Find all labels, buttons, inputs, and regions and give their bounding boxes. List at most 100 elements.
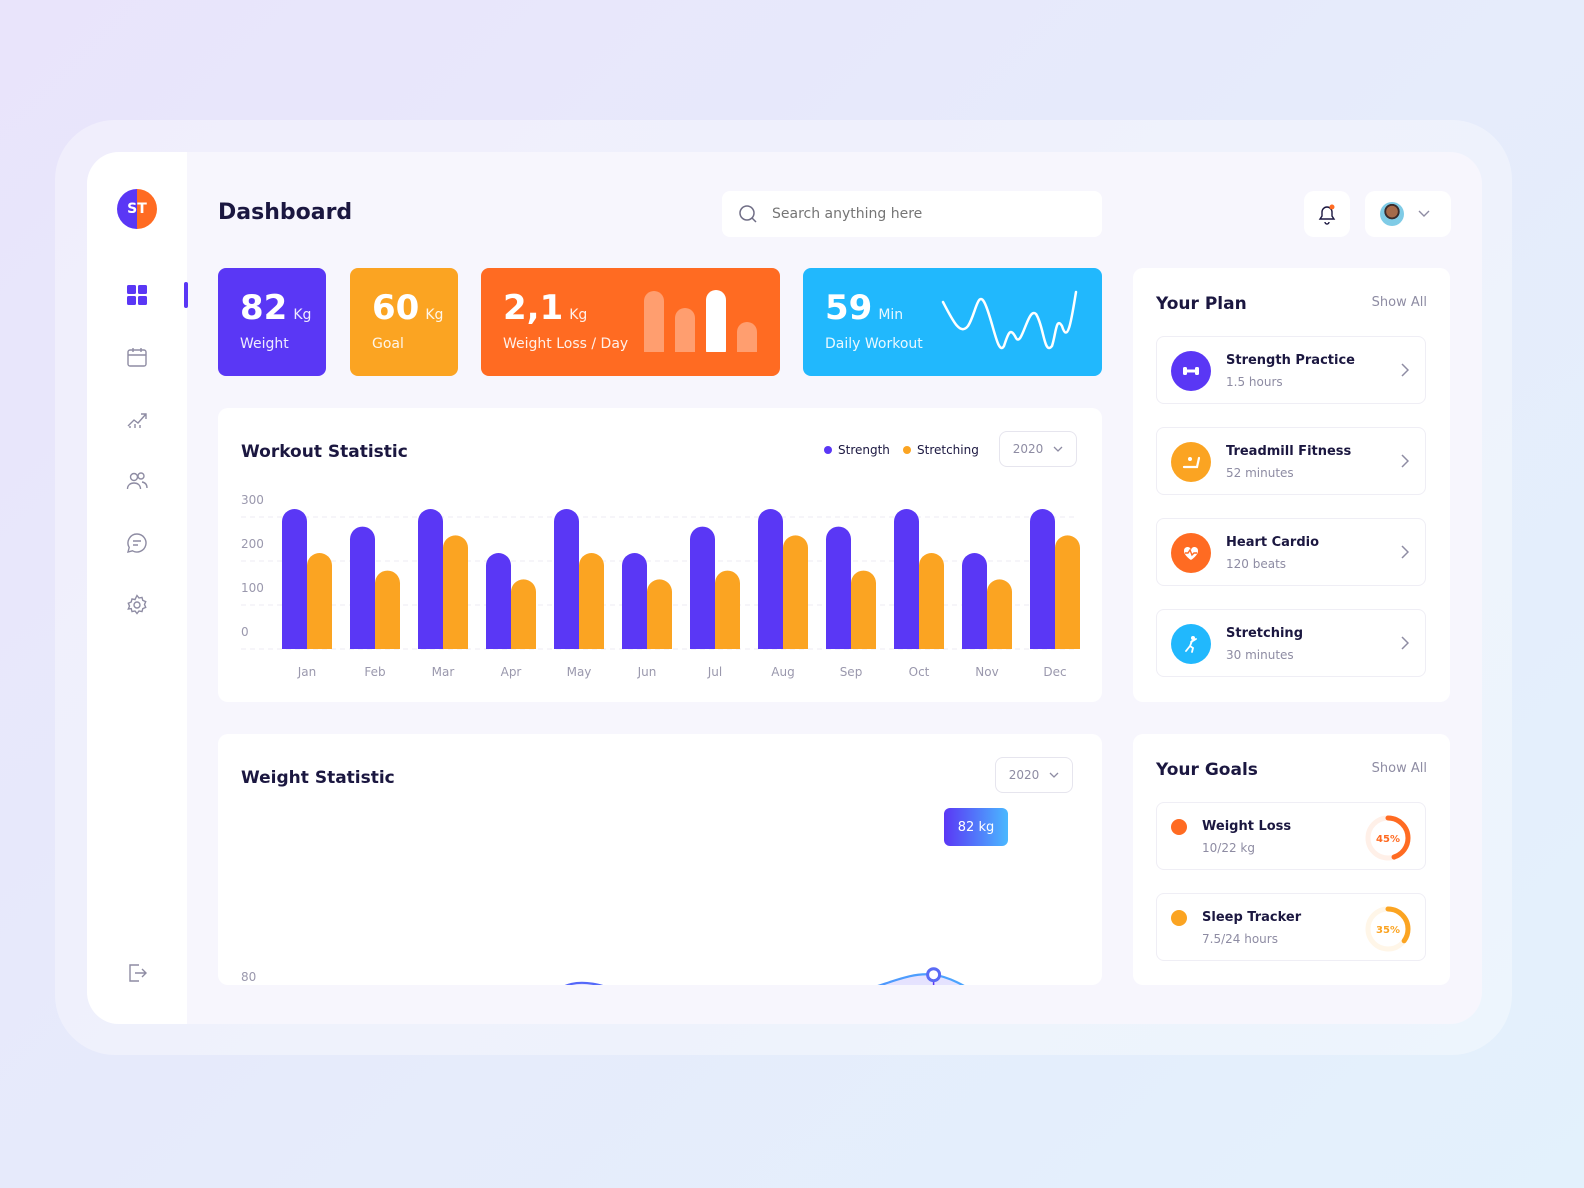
gear-icon — [127, 594, 147, 615]
plan-item-detail: 120 beats — [1226, 557, 1287, 571]
chevron-right-icon[interactable] — [1401, 454, 1409, 468]
x-tick-label: Dec — [1043, 665, 1066, 679]
mini-bar — [644, 291, 664, 354]
y-tick-label: 100 — [241, 581, 264, 595]
app-window: ST Dashboard 82K — [87, 152, 1482, 1024]
stat-label: Daily Workout — [825, 336, 923, 352]
chevron-right-icon[interactable] — [1401, 545, 1409, 559]
x-tick-label: Jun — [637, 665, 657, 679]
logo[interactable]: ST — [117, 189, 157, 229]
bar-stretching — [783, 535, 808, 649]
stretching-icon — [1185, 636, 1197, 653]
plan-icon — [1171, 624, 1211, 664]
logout-icon — [129, 964, 147, 982]
plan-item-name: Strength Practice — [1226, 353, 1355, 368]
bar-stretching — [715, 570, 740, 649]
sidebar-item-settings[interactable] — [123, 591, 151, 619]
x-tick-label: Jul — [707, 665, 722, 679]
chevron-down-icon — [1049, 772, 1059, 778]
sidebar-item-messages[interactable] — [123, 529, 151, 557]
plan-icon — [1171, 533, 1211, 573]
plan-item[interactable]: Strength Practice 1.5 hours — [1156, 336, 1426, 404]
x-tick-label: Feb — [364, 665, 385, 679]
avatar — [1380, 202, 1404, 226]
bell-icon — [1318, 204, 1336, 225]
logout-button[interactable] — [123, 959, 151, 987]
notifications-button[interactable] — [1304, 191, 1350, 237]
y-tick-label: 300 — [241, 493, 264, 507]
bar-strength — [1030, 509, 1055, 649]
heart-pulse-icon — [1183, 546, 1199, 560]
search-icon — [739, 205, 757, 223]
legend-dot — [824, 446, 832, 454]
sidebar-item-calendar[interactable] — [123, 343, 151, 371]
workout-bar-chart: 0 100 200 300 Jan Feb Mar Apr May Jun Jul Aug Sep Oct… — [241, 493, 1080, 679]
goal-progress-ring: 45% — [1365, 815, 1411, 861]
x-tick-label: Jan — [297, 665, 317, 679]
sidebar-item-users[interactable] — [123, 467, 151, 495]
stat-label: Weight — [240, 336, 289, 352]
plan-icon — [1171, 351, 1211, 391]
weight-area-chart: 80400JanFebMarAprMayJunJulAugSepOctNovDe… — [241, 967, 965, 985]
your-plan-card: Your Plan Show All Strength Practice 1.5… — [1133, 268, 1450, 702]
sidebar-item-dashboard[interactable] — [123, 281, 151, 309]
goal-dot — [1171, 819, 1187, 835]
your-goals-card: Your Goals Show All Weight Loss 10/22 kg… — [1133, 734, 1450, 985]
workout-title: Workout Statistic — [241, 442, 408, 462]
chevron-right-icon[interactable] — [1401, 363, 1409, 377]
plan-item[interactable]: Heart Cardio 120 beats — [1156, 518, 1426, 586]
grid-icon — [127, 285, 147, 305]
plan-item-detail: 52 minutes — [1226, 466, 1294, 480]
stat-unit: Kg — [425, 307, 444, 323]
mini-wave-line — [941, 290, 1078, 350]
trend-icon — [127, 413, 147, 428]
bar-stretching — [443, 535, 468, 649]
bar-strength — [418, 509, 443, 649]
goal-name: Weight Loss — [1202, 819, 1292, 834]
x-tick-label: Mar — [432, 665, 455, 679]
bar-strength — [486, 553, 511, 649]
goal-detail: 7.5/24 hours — [1202, 932, 1278, 946]
x-tick-label: May — [567, 665, 592, 679]
bar-stretching — [851, 570, 876, 649]
plan-item-name: Heart Cardio — [1226, 535, 1320, 550]
x-tick-label: Apr — [501, 665, 522, 679]
goals-show-all-link[interactable]: Show All — [1371, 761, 1427, 776]
bar-strength — [690, 526, 715, 649]
stat-card-weight: 82 Kg Weight — [218, 268, 326, 376]
y-tick-label: 200 — [241, 537, 264, 551]
sidebar-item-analytics[interactable] — [123, 405, 151, 433]
stat-value: 2,1 — [503, 288, 564, 328]
dumbbell-icon — [1183, 367, 1199, 375]
legend-dot — [903, 446, 911, 454]
plan-item[interactable]: Stretching 30 minutes — [1156, 609, 1426, 677]
bar-stretching — [307, 553, 332, 649]
bar-strength — [622, 553, 647, 649]
x-tick-label: Aug — [771, 665, 794, 679]
profile-menu[interactable] — [1365, 191, 1451, 237]
bar-stretching — [511, 579, 536, 649]
search-input[interactable] — [772, 206, 1072, 222]
goal-item[interactable]: Weight Loss 10/22 kg 45% — [1156, 802, 1426, 870]
active-indicator — [184, 282, 188, 308]
bar-stretching — [1055, 535, 1080, 649]
legend-strength: Strength — [824, 443, 890, 457]
stat-unit: Min — [878, 307, 904, 323]
plan-show-all-link[interactable]: Show All — [1371, 295, 1427, 310]
x-tick-label: Sep — [840, 665, 863, 679]
chevron-right-icon[interactable] — [1401, 636, 1409, 650]
bar-stretching — [579, 553, 604, 649]
bar-strength — [826, 526, 851, 649]
chat-icon — [127, 533, 147, 553]
goal-progress-ring: 35% — [1365, 906, 1411, 952]
plan-item[interactable]: Treadmill Fitness 52 minutes — [1156, 427, 1426, 495]
search-bar[interactable] — [722, 191, 1102, 237]
stat-value: 60 — [372, 288, 420, 328]
mini-bar — [737, 322, 757, 354]
weight-year-select[interactable]: 2020 — [995, 757, 1073, 793]
plan-item-name: Treadmill Fitness — [1226, 444, 1352, 459]
stat-label: Goal — [372, 336, 404, 352]
x-tick-label: Oct — [909, 665, 930, 679]
goal-item[interactable]: Sleep Tracker 7.5/24 hours 35% — [1156, 893, 1426, 961]
workout-year-select[interactable]: 2020 — [999, 431, 1077, 467]
